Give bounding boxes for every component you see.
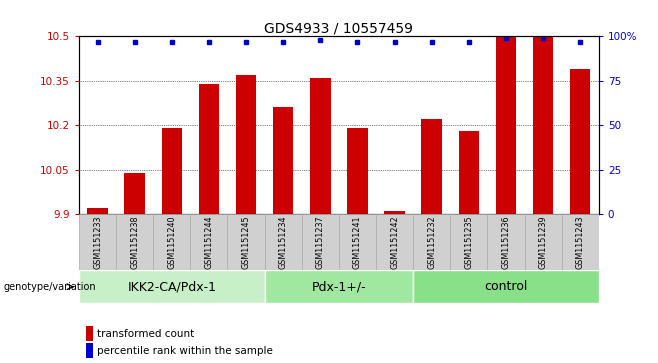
Bar: [153, 214, 190, 270]
Bar: [88, 208, 108, 214]
Bar: [450, 214, 488, 270]
Bar: [524, 214, 562, 270]
Bar: [495, 36, 516, 214]
Text: GSM1151240: GSM1151240: [167, 216, 176, 269]
Bar: [199, 84, 219, 214]
Bar: [124, 173, 145, 214]
Bar: [236, 75, 256, 214]
Bar: [228, 214, 265, 270]
Bar: [570, 69, 590, 214]
Text: genotype/variation: genotype/variation: [3, 282, 96, 292]
Bar: [79, 214, 116, 270]
Text: control: control: [484, 280, 528, 293]
Text: GSM1151238: GSM1151238: [130, 216, 139, 269]
Title: GDS4933 / 10557459: GDS4933 / 10557459: [265, 21, 413, 35]
Text: GSM1151233: GSM1151233: [93, 216, 102, 269]
Bar: [265, 270, 413, 303]
Bar: [273, 107, 293, 214]
Bar: [265, 214, 302, 270]
Text: GSM1151243: GSM1151243: [576, 216, 585, 269]
Text: GSM1151232: GSM1151232: [427, 216, 436, 269]
Bar: [116, 214, 153, 270]
Text: GSM1151237: GSM1151237: [316, 216, 325, 269]
Bar: [79, 270, 265, 303]
Text: IKK2-CA/Pdx-1: IKK2-CA/Pdx-1: [127, 280, 216, 293]
Bar: [562, 214, 599, 270]
Bar: [488, 214, 524, 270]
Bar: [162, 128, 182, 214]
Text: GSM1151235: GSM1151235: [465, 216, 473, 269]
Text: GSM1151245: GSM1151245: [241, 216, 251, 269]
Bar: [413, 270, 599, 303]
Bar: [339, 214, 376, 270]
Bar: [190, 214, 228, 270]
Bar: [459, 131, 479, 214]
Bar: [413, 214, 450, 270]
Text: GSM1151244: GSM1151244: [205, 216, 213, 269]
Bar: [384, 211, 405, 214]
Bar: [310, 78, 330, 214]
Text: transformed count: transformed count: [97, 329, 194, 339]
Bar: [302, 214, 339, 270]
Bar: [347, 128, 368, 214]
Text: GSM1151239: GSM1151239: [539, 216, 547, 269]
Text: GSM1151234: GSM1151234: [279, 216, 288, 269]
Text: GSM1151242: GSM1151242: [390, 216, 399, 269]
Bar: [376, 214, 413, 270]
Text: GSM1151236: GSM1151236: [501, 216, 511, 269]
Text: percentile rank within the sample: percentile rank within the sample: [97, 346, 272, 356]
Text: GSM1151241: GSM1151241: [353, 216, 362, 269]
Text: Pdx-1+/-: Pdx-1+/-: [311, 280, 367, 293]
Bar: [533, 36, 553, 214]
Bar: [422, 119, 442, 214]
